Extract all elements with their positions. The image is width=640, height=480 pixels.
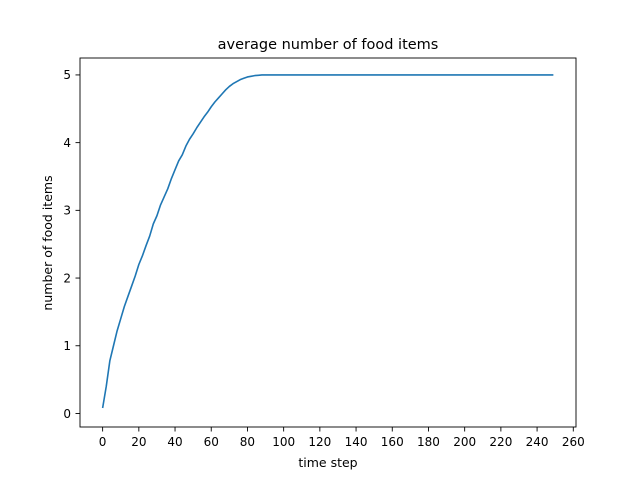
x-tick-label-200: 200 <box>453 435 476 449</box>
x-tick-label-100: 100 <box>272 435 295 449</box>
x-axis-label: time step <box>298 455 357 470</box>
x-tick-label-260: 260 <box>562 435 585 449</box>
x-tick-label-120: 120 <box>308 435 331 449</box>
x-tick-label-160: 160 <box>381 435 404 449</box>
y-tick-label-2: 2 <box>63 271 71 285</box>
plot-area: 0 20 40 60 80 100 120 140 160 180 200 220 240 260 0 1 2 3… <box>63 57 585 449</box>
plot-frame <box>79 57 577 428</box>
x-tick-label-20: 20 <box>131 435 146 449</box>
y-tick-label-0: 0 <box>63 407 71 421</box>
x-tick-label-40: 40 <box>167 435 182 449</box>
x-tick-label-140: 140 <box>345 435 368 449</box>
y-tick-label-3: 3 <box>63 204 71 218</box>
x-tick-label-0: 0 <box>99 435 107 449</box>
y-tick-label-4: 4 <box>63 136 71 150</box>
x-tick-label-60: 60 <box>204 435 219 449</box>
y-axis-label: number of food items <box>40 175 55 310</box>
x-tick-label-220: 220 <box>489 435 512 449</box>
x-tick-label-240: 240 <box>526 435 549 449</box>
x-tick-label-180: 180 <box>417 435 440 449</box>
chart-title: average number of food items <box>218 37 439 53</box>
x-tick-label-80: 80 <box>240 435 255 449</box>
y-tick-label-5: 5 <box>63 68 71 82</box>
y-tick-label-1: 1 <box>63 339 71 353</box>
series-line-0 <box>101 74 554 409</box>
